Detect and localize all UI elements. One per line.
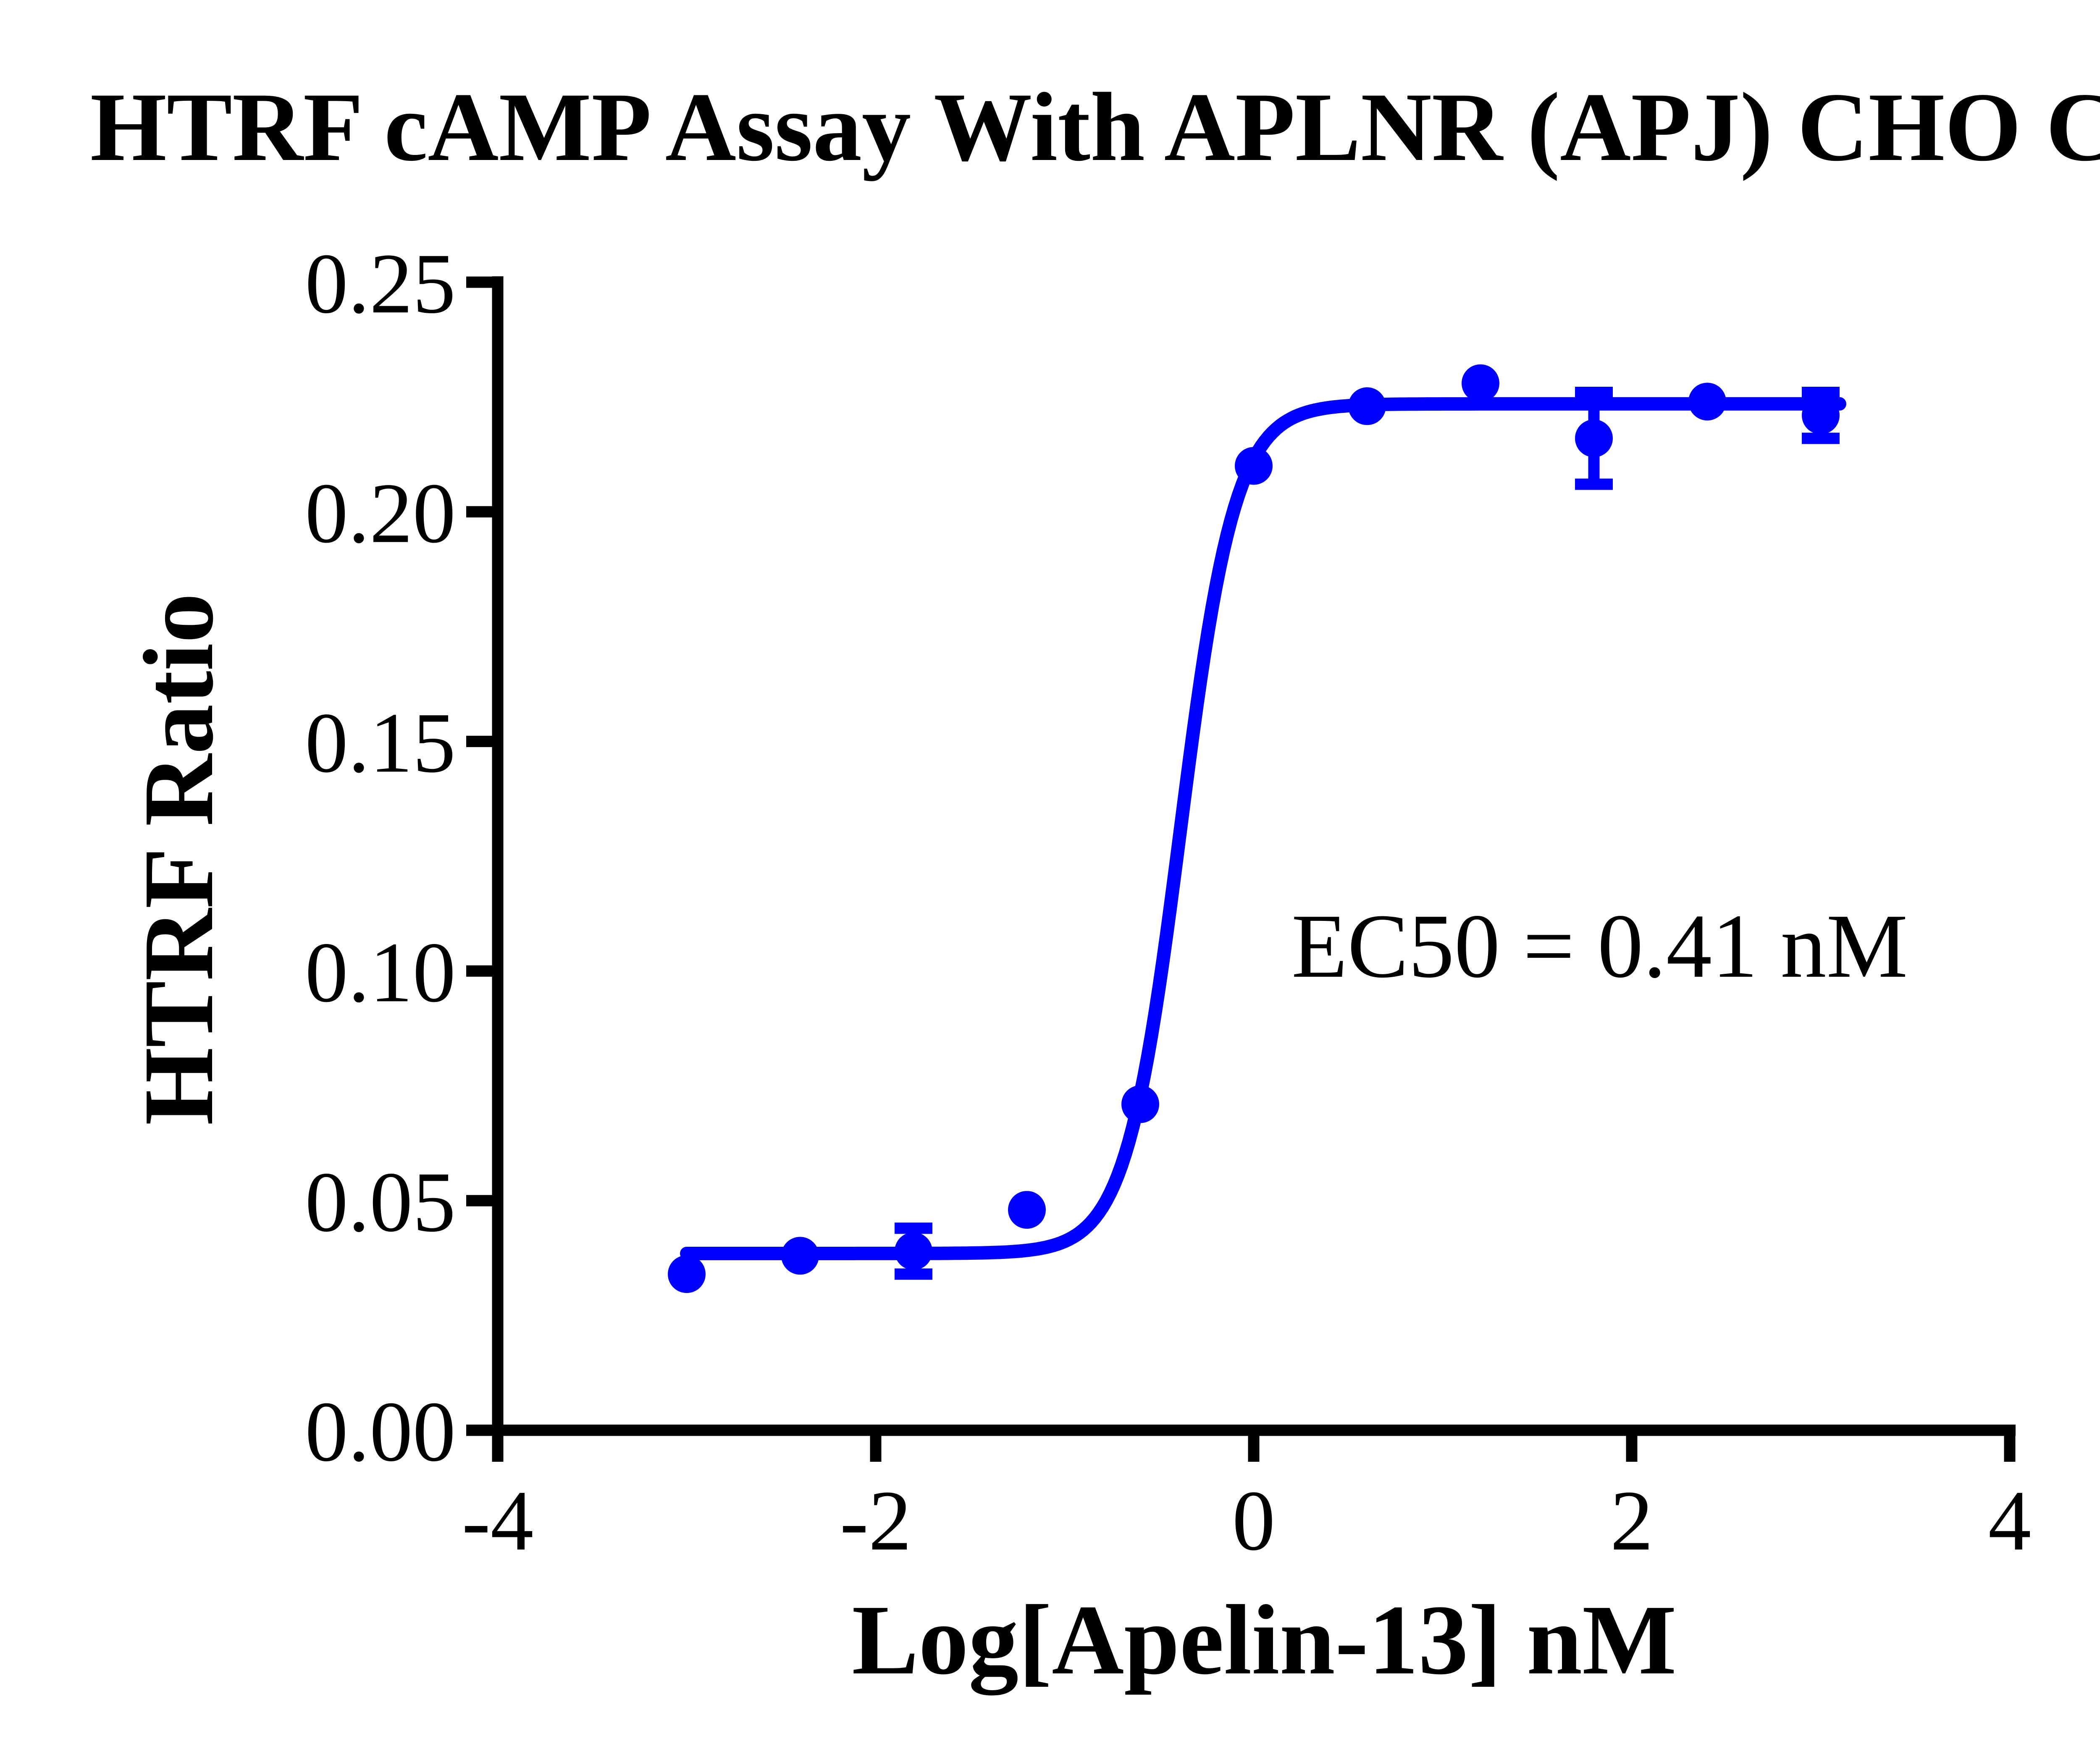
error-bars (895, 386, 1840, 1280)
fit-curve-line (680, 397, 1846, 1260)
data-point-marker (1802, 396, 1840, 435)
fit-curve (680, 397, 1846, 1260)
y-tick-label: 0.10 (305, 925, 456, 1020)
x-tick-label: 0 (1232, 1473, 1276, 1568)
data-points (668, 364, 1840, 1293)
data-point-marker (1688, 383, 1726, 421)
x-tick-label: 4 (1988, 1473, 2032, 1568)
x-tick-label: 2 (1610, 1473, 1654, 1568)
data-point-marker (895, 1232, 932, 1270)
y-tick-label: 0.25 (305, 236, 456, 331)
x-tick-label: -2 (840, 1473, 912, 1568)
data-point-marker (1008, 1191, 1046, 1229)
data-point-marker (1121, 1085, 1159, 1123)
y-axis-title: HTRF Ratio (123, 593, 234, 1125)
chart-title: HTRF cAMP Assay With APLNR (APJ) CHO Cel… (90, 72, 2100, 181)
y-tick-label: 0.15 (305, 695, 456, 791)
data-point-marker (1575, 419, 1613, 457)
ec50-annotation: EC50 = 0.41 nM (1292, 896, 1908, 997)
data-point-marker (1235, 447, 1273, 485)
data-point-marker (1348, 387, 1386, 425)
data-point-marker (1462, 364, 1499, 402)
y-tick-label: 0.00 (305, 1384, 456, 1479)
tick-labels: -4 -2 0 2 4 0.00 0.05 0.10 0.15 0.20 0.25 (305, 236, 2031, 1568)
data-point-marker (668, 1255, 706, 1293)
data-point-marker (781, 1237, 819, 1275)
axis-ticks (466, 276, 2016, 1462)
y-tick-label: 0.20 (305, 466, 456, 561)
x-tick-label: -4 (462, 1473, 534, 1568)
x-axis-title: Log[Apelin-13] nM (852, 1585, 1677, 1695)
y-tick-label: 0.05 (305, 1154, 456, 1250)
